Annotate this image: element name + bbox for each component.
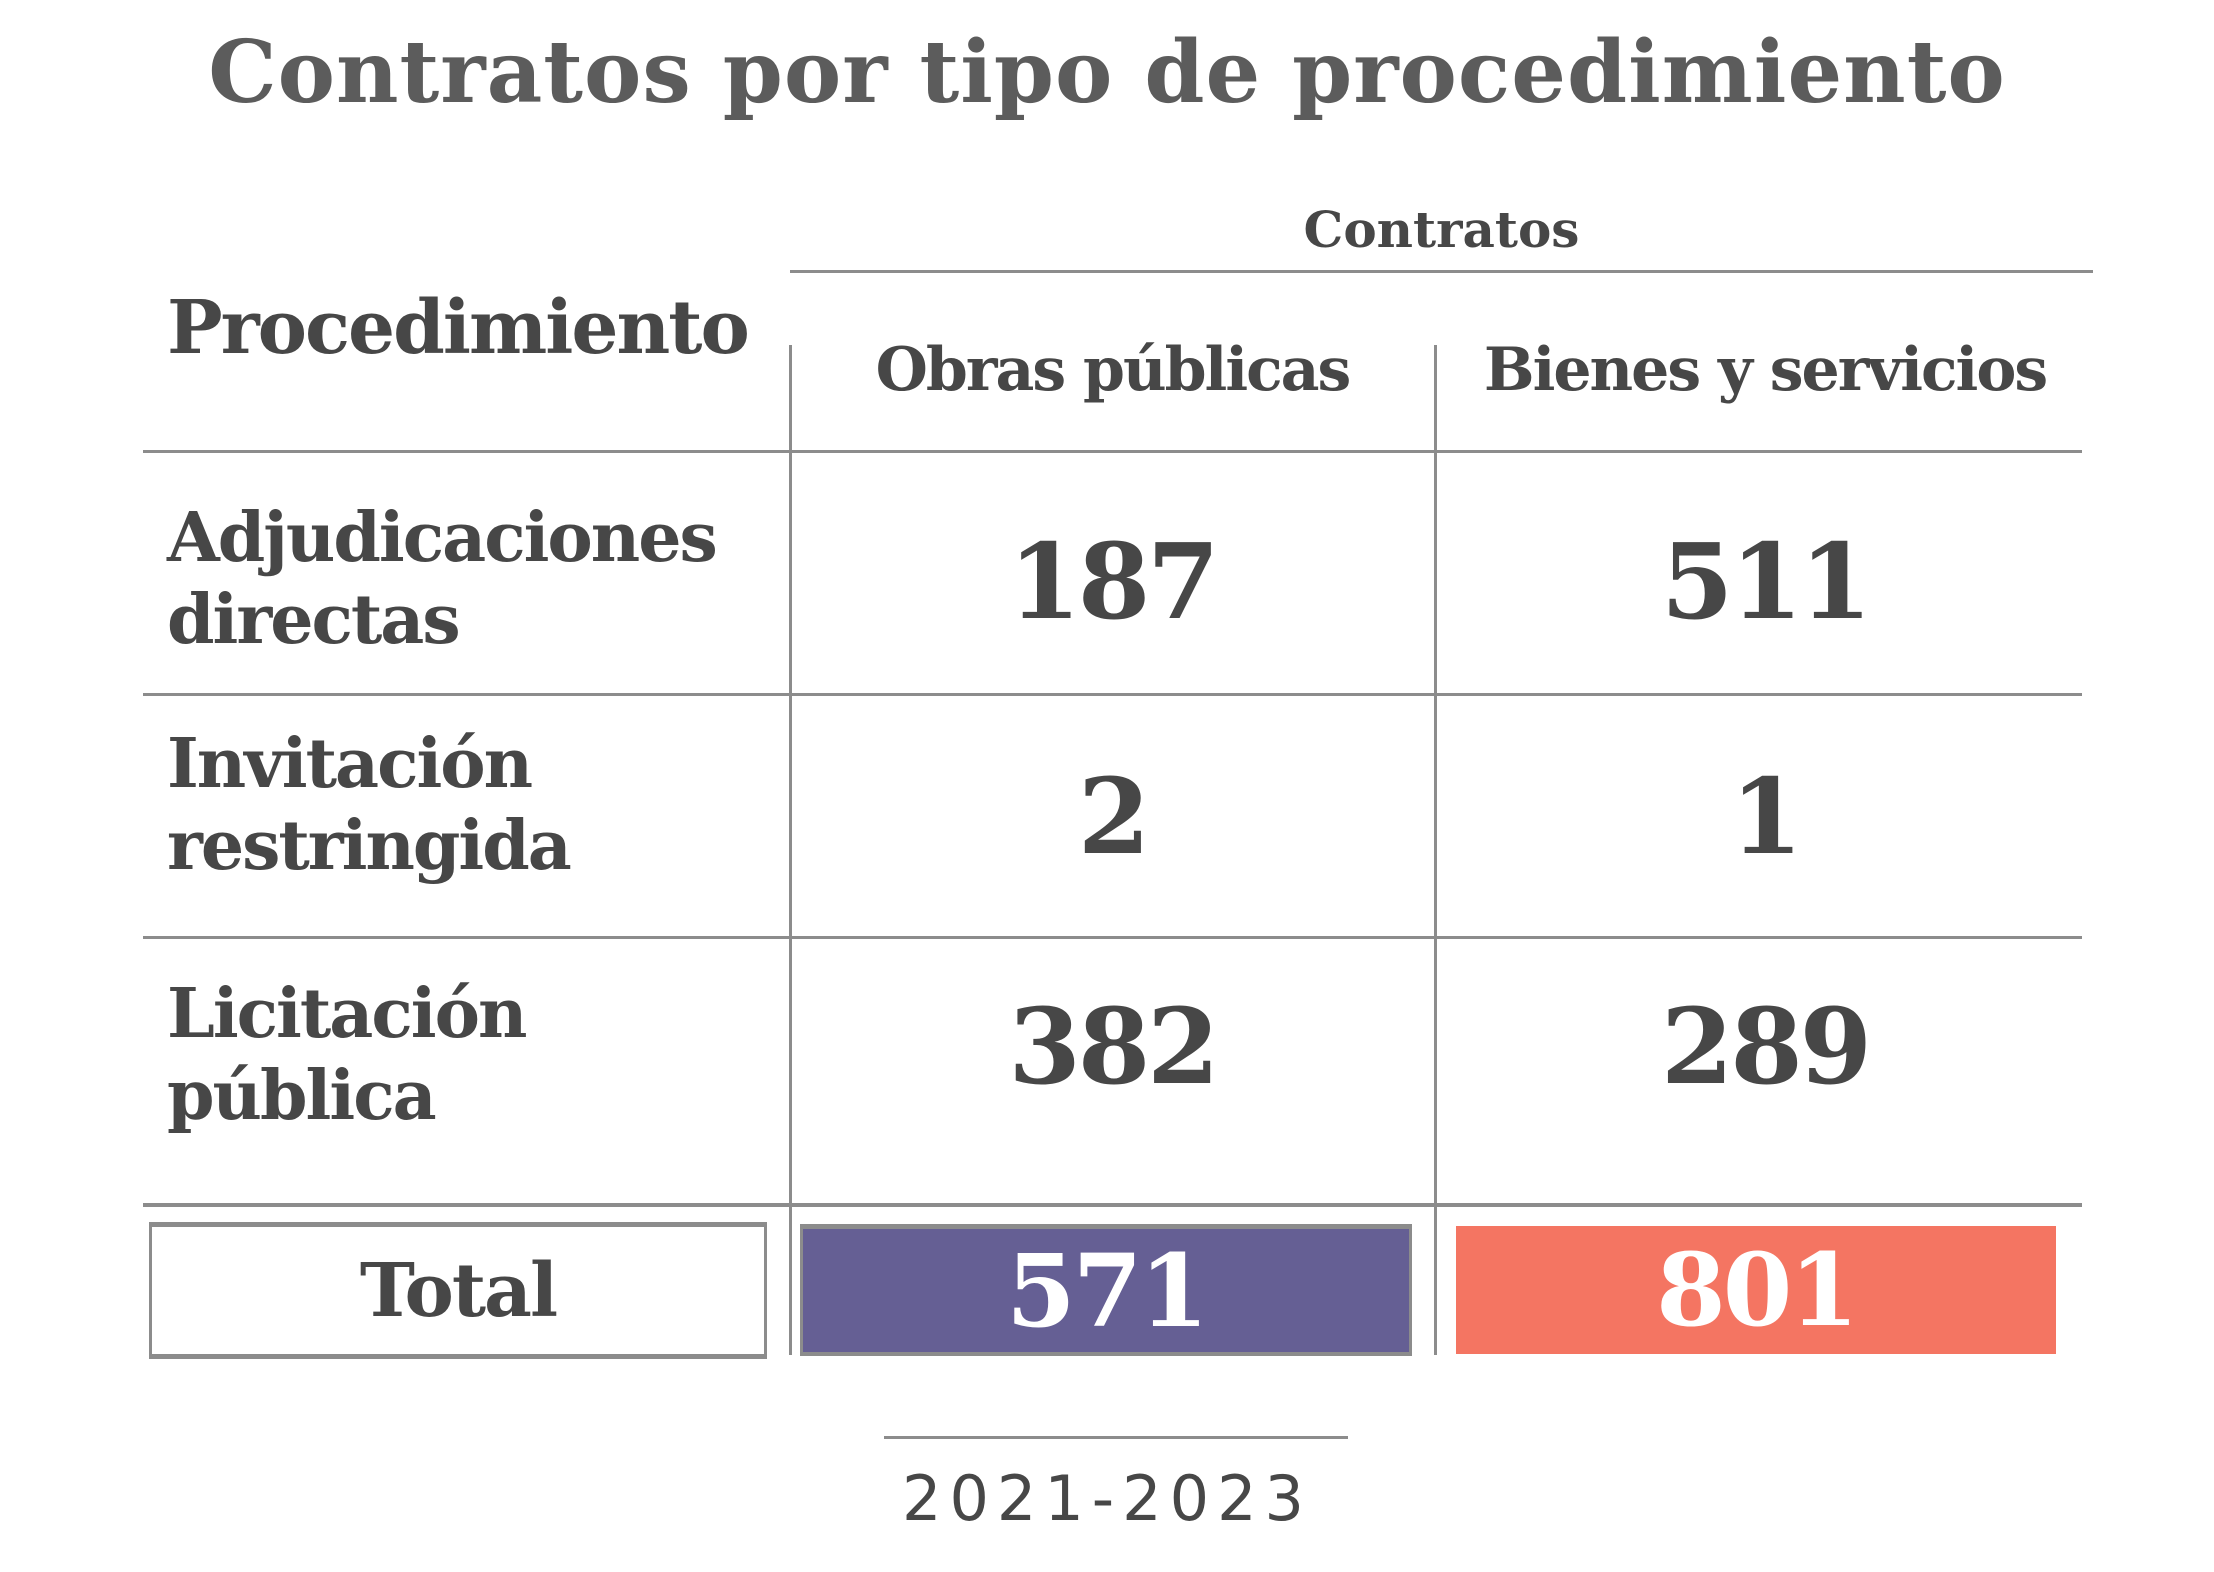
column-divider: [1434, 345, 1437, 1355]
row-label-line: Adjudicaciones: [167, 498, 718, 578]
cell-value: 1: [1730, 755, 1802, 878]
cell-value: 511: [1660, 520, 1872, 643]
period-label: 2021-2023: [902, 1462, 1312, 1535]
cell-value: 382: [1008, 985, 1219, 1108]
column-header-obras: Obras públicas: [875, 335, 1352, 405]
cell-value: 289: [1660, 985, 1872, 1108]
row-label-line: pública: [167, 1056, 437, 1136]
column-divider: [789, 345, 792, 1355]
row-header: Procedimiento: [167, 285, 750, 371]
row-rule: [143, 936, 2082, 939]
row-label-adjudicaciones: Adjudicaciones directas: [167, 497, 718, 661]
column-header-bienes: Bienes y servicios: [1483, 335, 2048, 405]
row-label-line: directas: [167, 580, 461, 660]
total-label: Total: [149, 1222, 767, 1359]
cell-value: 187: [1008, 520, 1219, 643]
row-rule: [143, 693, 2082, 696]
row-label-line: restringida: [167, 806, 572, 886]
row-label-line: Licitación: [167, 974, 527, 1054]
row-label-invitacion: Invitación restringida: [167, 723, 572, 887]
row-rule: [143, 450, 2082, 453]
total-obras: 571: [800, 1224, 1412, 1356]
chart-title: Contratos por tipo de procedimiento: [208, 22, 2006, 123]
cell-value: 2: [1077, 755, 1150, 878]
row-rule: [143, 1203, 2082, 1207]
group-rule: [790, 270, 2093, 273]
total-bienes: 801: [1456, 1226, 2056, 1354]
row-label-line: Invitación: [167, 724, 533, 804]
column-group-header: Contratos: [1303, 200, 1580, 259]
row-label-licitacion: Licitación pública: [167, 973, 527, 1137]
footer-rule: [884, 1436, 1348, 1439]
